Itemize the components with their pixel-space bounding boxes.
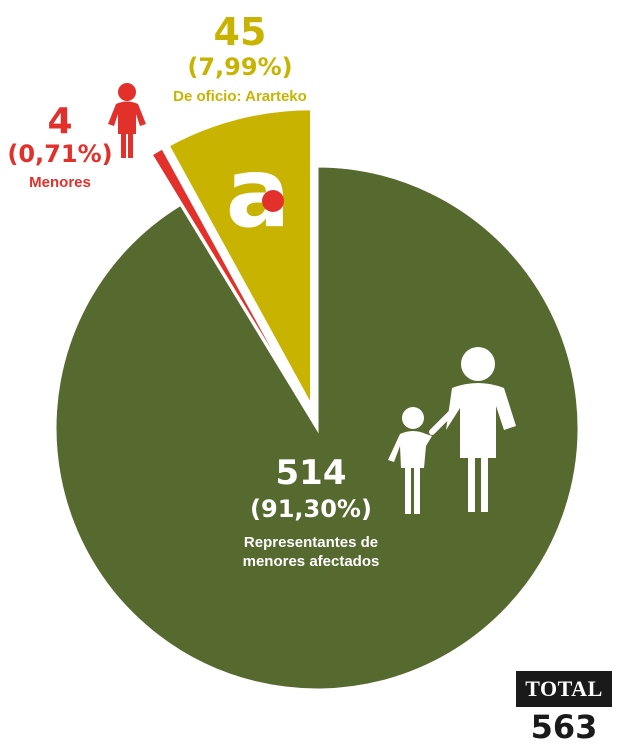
slice-value-representantes: 514	[276, 453, 347, 493]
slice-representantes	[53, 164, 581, 692]
child-icon	[108, 83, 146, 158]
slice-label-representantes-line2: menores afectados	[243, 553, 380, 570]
svg-text:a: a	[226, 137, 291, 249]
slice-percent-ararteko: (7,99%)	[187, 53, 292, 81]
slice-percent-menores: (0,71%)	[7, 140, 112, 168]
slice-percent-representantes: (91,30%)	[250, 495, 372, 523]
total-label: TOTAL	[516, 671, 612, 707]
pie-slices	[53, 107, 581, 692]
slice-label-menores: Menores	[29, 174, 91, 191]
adult-with-child-icon	[388, 347, 516, 514]
slice-label-ararteko: De oficio: Ararteko	[173, 88, 307, 105]
slice-label-representantes-line1: Representantes de	[244, 534, 378, 551]
slice-value-menores: 4	[47, 101, 72, 142]
ararteko-logo: a	[226, 137, 291, 249]
total-value: 563	[530, 708, 598, 746]
slice-ararteko	[166, 107, 314, 408]
slice-menores	[148, 145, 308, 410]
slice-value-ararteko: 45	[214, 10, 267, 54]
